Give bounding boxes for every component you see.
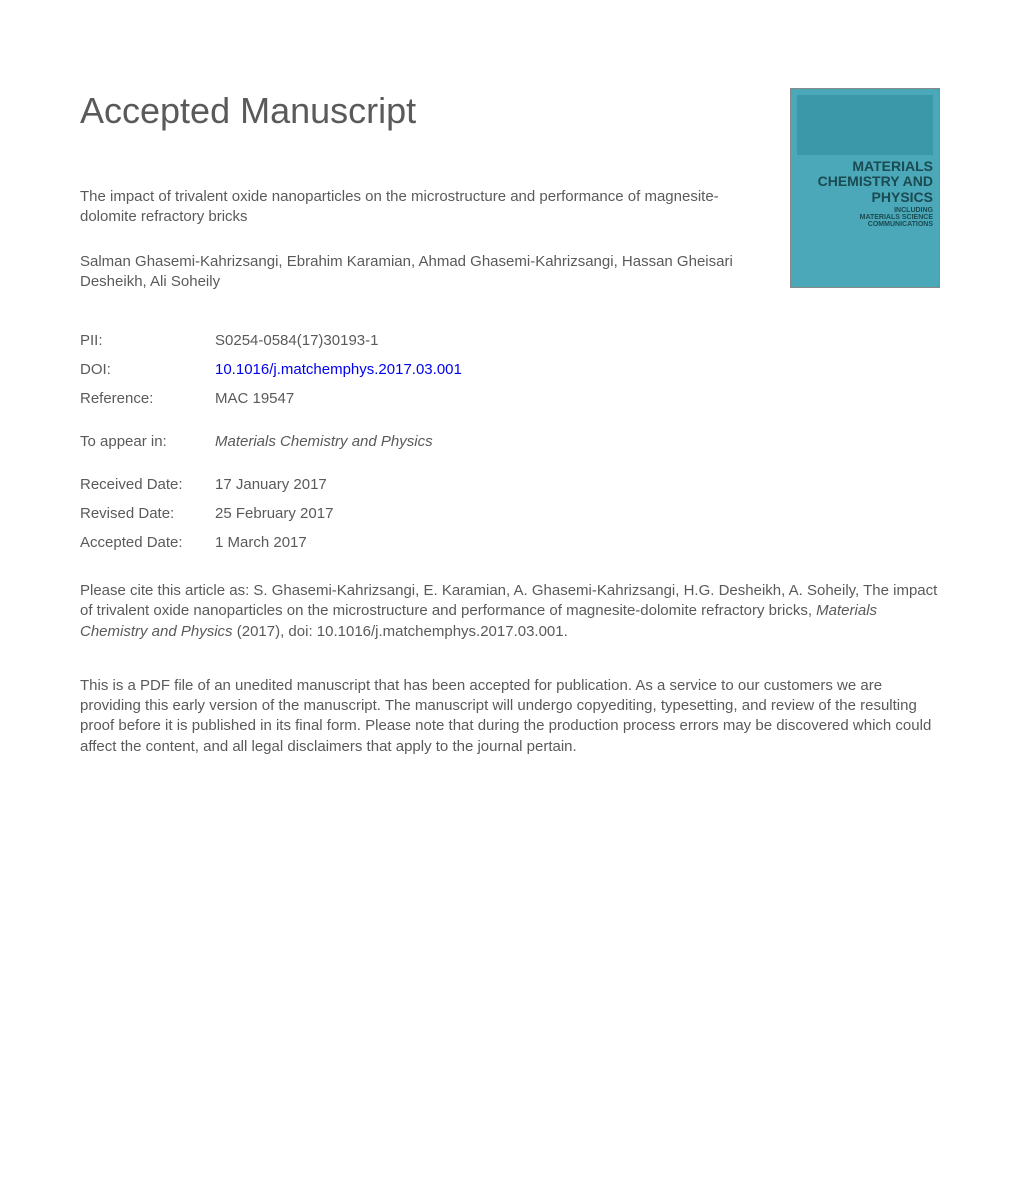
meta-label: Revised Date: — [80, 505, 215, 522]
metadata-table: PII: S0254-0584(17)30193-1 DOI: 10.1016/… — [80, 332, 940, 551]
cover-subtitle: INCLUDING MATERIALS SCIENCE COMMUNICATIO… — [797, 207, 933, 228]
meta-row-doi: DOI: 10.1016/j.matchemphys.2017.03.001 — [80, 361, 940, 378]
authors-list: Salman Ghasemi-Kahrizsangi, Ebrahim Kara… — [80, 252, 760, 293]
meta-value-journal: Materials Chemistry and Physics — [215, 433, 433, 450]
cover-image-placeholder — [797, 95, 933, 155]
meta-row-pii: PII: S0254-0584(17)30193-1 — [80, 332, 940, 349]
doi-link[interactable]: 10.1016/j.matchemphys.2017.03.001 — [215, 361, 462, 378]
meta-value-revised-date: 25 February 2017 — [215, 505, 333, 522]
cover-title-line: MATERIALS — [852, 158, 933, 174]
meta-label: To appear in: — [80, 433, 215, 450]
meta-row-accepted: Accepted Date: 1 March 2017 — [80, 534, 940, 551]
meta-label: Reference: — [80, 390, 215, 407]
citation-text: Please cite this article as: S. Ghasemi-… — [80, 581, 940, 642]
meta-label: DOI: — [80, 361, 215, 378]
meta-value-reference: MAC 19547 — [215, 390, 294, 407]
citation-prefix: Please cite this article as: S. Ghasemi-… — [80, 582, 937, 619]
meta-value-accepted-date: 1 March 2017 — [215, 534, 307, 551]
cover-journal-title: MATERIALS CHEMISTRY AND PHYSICS — [797, 159, 933, 205]
citation-suffix: (2017), doi: 10.1016/j.matchemphys.2017.… — [233, 623, 568, 640]
meta-row-received: Received Date: 17 January 2017 — [80, 476, 940, 493]
cover-title-line: PHYSICS — [872, 189, 933, 205]
meta-value-received-date: 17 January 2017 — [215, 476, 327, 493]
meta-row-to-appear: To appear in: Materials Chemistry and Ph… — [80, 433, 940, 450]
cover-subtitle-line: COMMUNICATIONS — [868, 221, 933, 228]
cover-subtitle-line: INCLUDING — [894, 207, 933, 214]
meta-label: Accepted Date: — [80, 534, 215, 551]
meta-value-pii: S0254-0584(17)30193-1 — [215, 332, 378, 349]
journal-cover-thumbnail: MATERIALS CHEMISTRY AND PHYSICS INCLUDIN… — [790, 88, 940, 288]
disclaimer-text: This is a PDF file of an unedited manusc… — [80, 676, 940, 757]
cover-title-line: CHEMISTRY AND — [818, 173, 933, 189]
meta-label: Received Date: — [80, 476, 215, 493]
cover-subtitle-line: MATERIALS SCIENCE — [860, 214, 933, 221]
meta-label: PII: — [80, 332, 215, 349]
meta-row-reference: Reference: MAC 19547 — [80, 390, 940, 407]
meta-row-revised: Revised Date: 25 February 2017 — [80, 505, 940, 522]
article-title: The impact of trivalent oxide nanopartic… — [80, 187, 760, 228]
